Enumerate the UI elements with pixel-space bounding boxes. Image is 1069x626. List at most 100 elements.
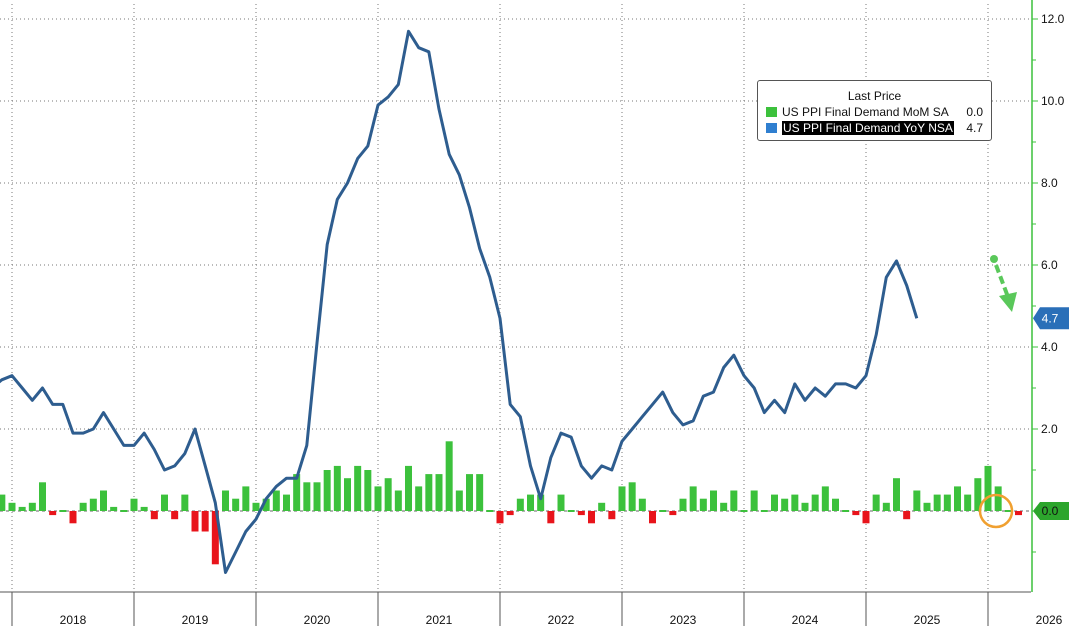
mom-bar — [679, 498, 687, 511]
legend-title: Last Price — [847, 89, 902, 103]
yoy-last-marker — [1033, 307, 1069, 330]
mom-bar — [405, 465, 412, 511]
mom-bar — [171, 511, 179, 520]
mom-bar — [435, 474, 443, 511]
mom-bar — [669, 511, 677, 516]
mom-bar — [994, 486, 1002, 511]
mom-bar — [832, 498, 839, 511]
mom-bar — [486, 510, 494, 512]
mom-bar — [750, 490, 758, 511]
mom-bar — [232, 498, 240, 511]
mom-bar — [140, 506, 148, 511]
mom-bar — [730, 490, 738, 511]
mom-bar — [577, 511, 585, 516]
legend-label-yoy: US PPI Final Demand YoY NSA — [782, 121, 954, 135]
mom-bar — [720, 502, 728, 511]
mom-bar — [293, 474, 301, 511]
mom-bar — [628, 482, 636, 511]
mom-bar — [821, 486, 829, 511]
mom-bar — [161, 494, 168, 511]
mom-bar — [527, 494, 534, 511]
mom-bar — [1015, 511, 1022, 516]
mom-bar — [882, 502, 890, 511]
mom-bar — [781, 498, 789, 511]
mom-bar — [283, 494, 290, 511]
annotations — [978, 255, 1017, 529]
legend-swatch-yoy — [766, 123, 777, 133]
mom-bar — [344, 478, 351, 511]
legend-value-yoy: 4.7 — [966, 121, 983, 135]
mom-bar — [771, 494, 778, 511]
mom-bar — [354, 465, 362, 511]
mom-bar — [618, 486, 626, 511]
mom-bar — [598, 502, 606, 511]
x-tick-label: 2020 — [304, 613, 331, 626]
mom-bar — [740, 510, 748, 512]
mom-bar — [28, 502, 36, 511]
mom-bar — [862, 511, 870, 524]
mom-bar — [130, 498, 138, 511]
mom-bar — [191, 511, 199, 532]
mom-bar — [496, 511, 504, 524]
mom-bar — [18, 506, 26, 511]
mom-bar — [425, 474, 433, 511]
legend-item-yoy: US PPI Final Demand YoY NSA 4.7 — [758, 120, 991, 136]
mom-bar — [323, 470, 331, 511]
mom-bar — [506, 511, 514, 516]
mom-bar — [710, 490, 717, 511]
x-tick-label: 2021 — [426, 613, 453, 626]
mom-bar — [557, 494, 565, 511]
mom-bar — [466, 474, 473, 511]
x-tick-label: 2019 — [182, 613, 209, 626]
mom-bar — [801, 502, 809, 511]
trend-arrow-shaft — [994, 264, 1010, 298]
mom-bar — [547, 511, 555, 524]
mom-bar — [181, 494, 189, 511]
mom-bar — [608, 511, 616, 520]
mom-bar — [516, 498, 524, 511]
mom-bar — [110, 506, 118, 511]
trend-arrow-head — [999, 292, 1017, 312]
legend-swatch-mom — [766, 107, 777, 117]
mom-bar — [791, 494, 799, 511]
x-tick-label: 2018 — [60, 613, 87, 626]
x-tick-label: 2025 — [914, 613, 941, 626]
legend-item-mom: US PPI Final Demand MoM SA 0.0 — [758, 104, 991, 120]
x-tick-label: 2024 — [792, 613, 819, 626]
mom-bar — [943, 494, 951, 511]
mom-bar — [222, 490, 229, 511]
legend-value-mom: 0.0 — [966, 105, 983, 119]
y-tick-label: 12.0 — [1041, 12, 1065, 26]
y-tick-label: 2.0 — [1041, 422, 1058, 436]
mom-bar — [649, 511, 656, 524]
mom-bar — [303, 482, 311, 511]
mom-bar — [760, 510, 768, 512]
mom-bar — [79, 502, 87, 511]
mom-bar — [842, 510, 850, 512]
mom-bar — [567, 510, 575, 512]
mom-bar — [59, 510, 67, 512]
mom-bar — [8, 502, 16, 511]
y-tick-label: 10.0 — [1041, 94, 1065, 108]
x-tick-label: 2026 — [1036, 613, 1063, 626]
yoy-line — [0, 29, 919, 574]
mom-bar — [974, 478, 982, 511]
mom-bar — [0, 494, 6, 511]
mom-bar — [872, 494, 880, 511]
mom-bar — [69, 511, 77, 524]
y-tick-label: 4.0 — [1041, 340, 1058, 354]
mom-bar — [262, 498, 270, 511]
mom-last-marker — [1033, 502, 1069, 520]
mom-bar — [201, 511, 209, 532]
mom-bar — [689, 486, 697, 511]
mom-bar — [313, 482, 321, 511]
x-tick-label: 2022 — [548, 613, 575, 626]
mom-bar — [933, 494, 941, 511]
mom-bar — [394, 490, 402, 511]
mom-bar — [913, 490, 921, 511]
mom-bar — [638, 498, 646, 511]
mom-bar — [964, 494, 972, 511]
mom-bar — [39, 482, 46, 511]
